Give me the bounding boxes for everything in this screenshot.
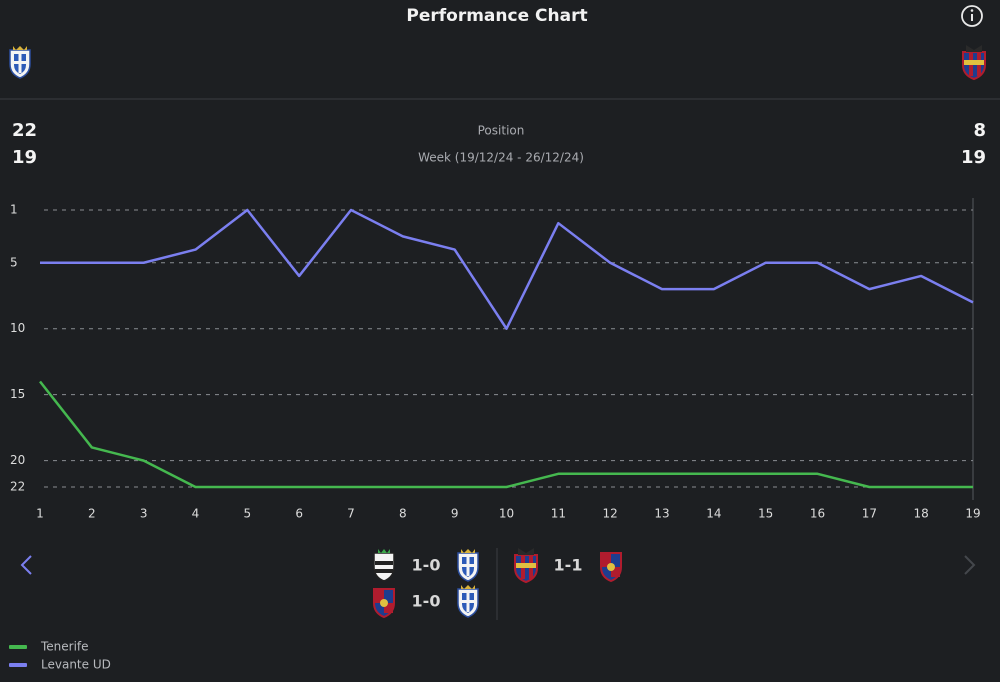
x-tick-label: 5 xyxy=(244,507,252,521)
info-button[interactable] xyxy=(961,5,983,27)
legend-swatch xyxy=(9,645,27,649)
home-position: 22 xyxy=(12,120,37,141)
match-score: 1-1 xyxy=(554,556,583,575)
away-crest xyxy=(962,44,986,80)
x-tick-label: 11 xyxy=(551,507,566,521)
x-tick-label: 3 xyxy=(140,507,148,521)
team-crest xyxy=(514,547,538,583)
match-score: 1-0 xyxy=(412,556,441,575)
away-position: 8 xyxy=(973,120,986,141)
home-matches: 19 xyxy=(12,147,37,168)
x-tick-label: 10 xyxy=(499,507,514,521)
x-tick-label: 1 xyxy=(36,507,44,521)
legend-label: Levante UD xyxy=(41,658,111,672)
x-tick-label: 7 xyxy=(347,507,355,521)
team-crest xyxy=(457,584,479,618)
x-tick-label: 2 xyxy=(88,507,96,521)
x-tick-label: 13 xyxy=(654,507,669,521)
page-title: Performance Chart xyxy=(406,6,587,26)
x-tick-label: 9 xyxy=(451,507,459,521)
period-label: Week (19/12/24 - 26/12/24) xyxy=(418,151,584,165)
x-tick-label: 4 xyxy=(192,507,200,521)
y-tick-label: 22 xyxy=(10,480,25,494)
team-crest xyxy=(600,552,622,582)
series-line xyxy=(40,208,974,330)
legend-swatch xyxy=(9,663,27,667)
metric-label: Position xyxy=(478,124,525,138)
x-tick-label: 17 xyxy=(862,507,877,521)
x-tick-label: 16 xyxy=(810,507,825,521)
home-crest xyxy=(9,45,31,79)
next-button[interactable] xyxy=(964,555,976,575)
y-tick-label: 10 xyxy=(10,321,25,335)
team-crest xyxy=(373,588,395,618)
y-tick-label: 5 xyxy=(10,255,18,269)
legend-label: Tenerife xyxy=(40,640,89,654)
x-tick-label: 14 xyxy=(706,507,721,521)
x-tick-label: 18 xyxy=(914,507,929,521)
y-tick-label: 1 xyxy=(10,203,18,217)
team-crest xyxy=(457,548,479,582)
y-tick-label: 20 xyxy=(10,453,25,467)
x-tick-label: 6 xyxy=(295,507,303,521)
away-matches: 19 xyxy=(961,147,986,168)
legend: Tenerife Levante UD xyxy=(9,640,111,672)
match-score: 1-0 xyxy=(412,592,441,611)
series-line xyxy=(39,380,973,489)
prev-button[interactable] xyxy=(20,555,32,575)
x-tick-label: 12 xyxy=(603,507,618,521)
team-crest xyxy=(373,548,395,582)
x-tick-label: 8 xyxy=(399,507,407,521)
x-tick-label: 15 xyxy=(758,507,773,521)
y-tick-label: 15 xyxy=(10,387,25,401)
x-tick-label: 19 xyxy=(965,507,980,521)
